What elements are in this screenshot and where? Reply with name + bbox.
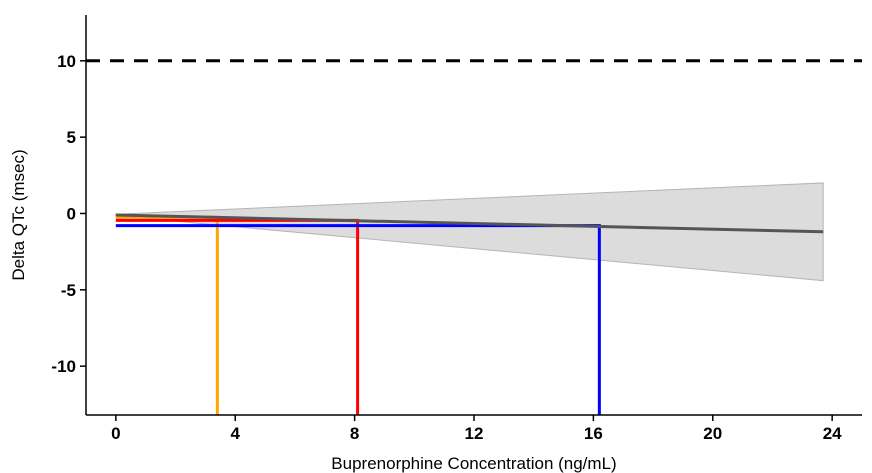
x-tick-label-8: 8 (350, 424, 359, 443)
x-tick-label-0: 0 (111, 424, 120, 443)
concentration-marker-0 (115, 215, 219, 415)
y-tick-label--10: -10 (51, 357, 76, 376)
concentration-marker-1 (115, 218, 360, 415)
y-tick-label-10: 10 (57, 52, 76, 71)
y-tick-label-5: 5 (67, 128, 76, 147)
x-axis-title: Buprenorphine Concentration (ng/mL) (331, 454, 616, 473)
x-tick-label-20: 20 (703, 424, 722, 443)
y-tick-label-0: 0 (67, 204, 76, 223)
x-tick-label-24: 24 (823, 424, 842, 443)
y-tick-label--5: -5 (61, 281, 76, 300)
confidence-band (115, 182, 824, 282)
x-tick-label-4: 4 (230, 424, 240, 443)
regression-line (115, 213, 824, 234)
x-tick-label-12: 12 (465, 424, 484, 443)
x-tick-label-16: 16 (584, 424, 603, 443)
y-axis-title: Delta QTc (msec) (9, 149, 28, 280)
